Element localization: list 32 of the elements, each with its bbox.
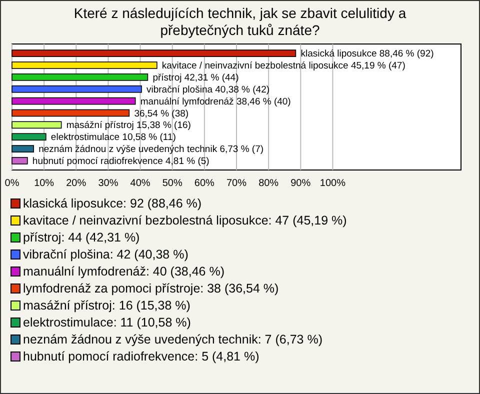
chart-title: Které z následujících technik, jak se zbavit celulitidy a přebytečných tuků znáte? (74, 5, 406, 38)
data-label: elektrostimulace 10,58 % (11) (50, 132, 176, 144)
legend-label: klasická liposukce: 92 (88,46 %) (23, 196, 202, 210)
legend-label: masážní přístroj: 16 (15,38 %) (23, 298, 190, 312)
x-tick-label: 80% (258, 178, 279, 189)
x-tick-label: 20% (66, 178, 86, 189)
data-label: hubnutí pomocí radiofrekvence 4,81 % (5) (32, 156, 210, 168)
x-tick-label: 70% (226, 178, 247, 189)
legend-label: hubnutí pomocí radiofrekvence: 5 (4,81 %) (23, 350, 260, 364)
data-label: vibrační plošina 40,38 % (42) (146, 84, 270, 96)
data-label: 36,54 % (38) (134, 108, 189, 120)
x-tick-label: 90% (290, 178, 311, 189)
legend-label: lymfodrenáž za pomoci přístroje: 38 (36,54 %) (23, 282, 279, 296)
x-tick-label: 10% (34, 178, 54, 189)
data-label: manuální lymfodrenáž 38,46 % (40) (140, 96, 291, 108)
legend-label: neznám žádnou z výše uvedených technik: 7 (6,73 %) (23, 332, 322, 346)
data-label: klasická liposukce 88,46 % (92) (300, 48, 434, 60)
x-tick-label: 100% (320, 178, 346, 189)
x-tick-label: 40% (130, 178, 150, 189)
x-tick-label: 60% (194, 178, 215, 189)
x-tick-label: 0% (4, 178, 20, 189)
x-tick-label: 30% (98, 178, 118, 189)
legend-label: elektrostimulace: 11 (10,58 %) (23, 316, 191, 330)
data-label: přístroj 42,31 % (44) (152, 72, 239, 84)
legend-label: kavitace / neinvazivní bezbolestná liposukce: 47 (45,19 %) (23, 214, 347, 228)
legend-label: přístroj: 44 (42,31 %) (23, 230, 140, 244)
data-label: neznám žádnou z výše uvedených technik 6,73 % (7) (38, 144, 264, 156)
x-tick-label: 50% (162, 178, 182, 189)
data-label: kavitace / neinvazivní bezbolestná liposukce 45,19 % (47) (162, 60, 406, 72)
legend-label: vibrační plošina: 42 (40,38 %) (23, 248, 188, 262)
legend-label: manuální lymfodrenáž: 40 (38,46 %) (23, 264, 224, 278)
data-label: masážní přístroj 15,38 % (16) (66, 120, 191, 132)
